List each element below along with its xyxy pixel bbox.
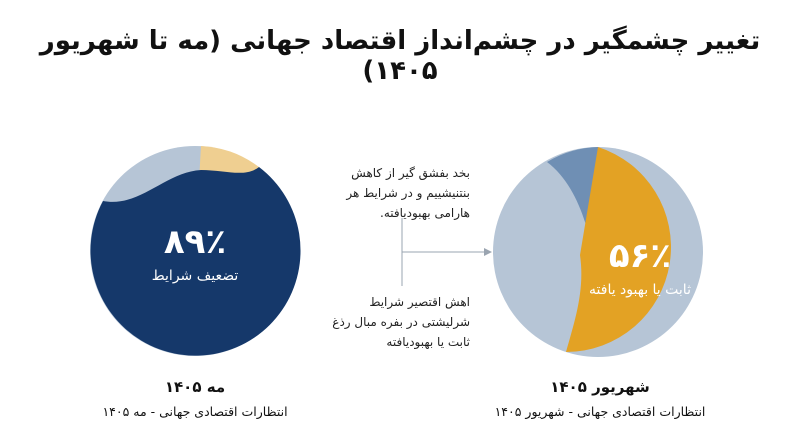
annotation-bottom: اهش اقتصیر شرایط شرلیشتی در بفره مبال رذ… — [332, 295, 470, 349]
pie-shahrivar — [493, 147, 703, 357]
caption-may-subtitle: انتظارات اقتصادی جهانی - مه ۱۴۰۵ — [102, 404, 288, 419]
caption-may-title: مه ۱۴۰۵ — [164, 378, 226, 396]
pie-shahrivar-minor-slice — [547, 147, 598, 252]
pie-shahrivar-category: ثابت یا بهبود یافته — [589, 282, 691, 298]
pie-may — [90, 146, 301, 356]
connector — [401, 218, 492, 286]
caption-may: مه ۱۴۰۵ انتظارات اقتصادی جهانی - مه ۱۴۰۵ — [55, 378, 335, 419]
caption-shahrivar: شهریور ۱۴۰۵ انتظارات اقتصادی جهانی - شهر… — [450, 378, 750, 419]
caption-shahrivar-title: شهریور ۱۴۰۵ — [550, 378, 650, 396]
pie-shahrivar-major-slice — [566, 147, 671, 352]
pie-may-category: تضعیف شرایط — [151, 268, 239, 284]
pie-shahrivar-percent: ۵۶٪ — [608, 236, 672, 276]
pie-shahrivar-center-label: ۵۶٪ ثابت یا بهبود یافته — [580, 236, 700, 298]
chart-title: تغییر چشمگیر در چشم‌انداز اقتصاد جهانی (… — [39, 26, 761, 86]
annotation-top: بخد بفشق گیر از کاهش بنتنیشییم و در شرای… — [346, 166, 470, 220]
caption-shahrivar-subtitle: انتظارات اقتصادی جهانی - شهریور ۱۴۰۵ — [494, 404, 706, 419]
pie-may-major-slice — [90, 167, 301, 356]
arrow-icon — [484, 248, 492, 256]
pie-may-percent: ۸۹٪ — [163, 222, 227, 262]
pie-may-center-label: ۸۹٪ تضعیف شرایط — [125, 222, 265, 284]
